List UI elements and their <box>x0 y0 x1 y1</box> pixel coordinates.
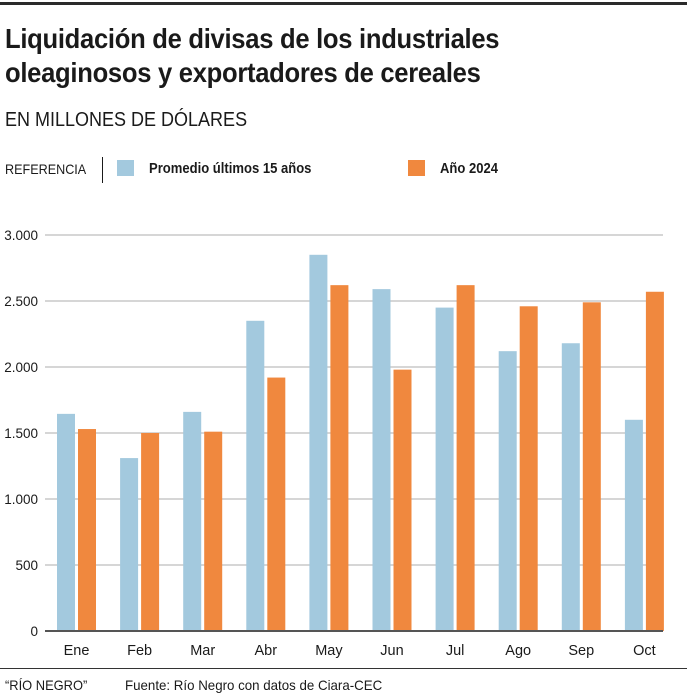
bar-2024-ago <box>519 306 538 631</box>
y-tick-label: 2.500 <box>4 294 38 309</box>
x-axis-tick-labels: Ene Feb Mar Abr May Jun Jul Ago Sep Oct <box>64 643 656 659</box>
legend-swatch-average <box>117 160 134 176</box>
x-tick-label: Mar <box>190 643 215 659</box>
x-tick-label: Jul <box>446 643 465 659</box>
y-tick-label: 3.000 <box>4 228 38 243</box>
x-tick-label: May <box>315 643 343 659</box>
bar-2024-ene <box>78 429 96 631</box>
x-tick-label: Jun <box>380 643 403 659</box>
top-rule <box>0 2 687 5</box>
bar-average-oct <box>624 419 643 631</box>
footer-rule <box>0 668 687 669</box>
bar-average-jun <box>372 289 391 631</box>
y-tick-label: 500 <box>15 558 38 573</box>
bar-chart: 0 500 1.000 1.500 2.000 2.500 3.000 Ene Feb Mar A… <box>4 228 664 659</box>
bar-average-ene <box>57 413 75 631</box>
bar-average-abr <box>246 320 265 631</box>
y-axis-tick-labels: 0 500 1.000 1.500 2.000 2.500 3.000 <box>4 228 38 639</box>
bar-2024-jul <box>456 285 475 631</box>
bar-average-ago <box>498 351 517 631</box>
bar-average-sep <box>561 343 580 631</box>
bar-2024-may <box>330 285 349 631</box>
x-tick-label: Feb <box>127 643 152 659</box>
footer-brand: “RÍO NEGRO” <box>5 677 88 693</box>
footer-source: Fuente: Río Negro con datos de Ciara-CEC <box>125 677 383 693</box>
bar-2024-oct <box>645 291 664 631</box>
title-line-2: oleaginosos y exportadores de cereales <box>5 57 481 88</box>
x-tick-label: Oct <box>633 643 656 659</box>
bar-average-jul <box>435 307 454 631</box>
bar-average-may <box>309 254 328 632</box>
bar-2024-feb <box>141 433 160 631</box>
bars <box>57 254 664 632</box>
bar-2024-mar <box>204 431 223 631</box>
legend-label-average: Promedio últimos 15 años <box>149 161 312 177</box>
legend-reference-label: REFERENCIA <box>5 161 87 177</box>
legend-label-2024: Año 2024 <box>440 161 499 177</box>
bar-2024-jun <box>393 369 412 631</box>
chart-subtitle: EN MILLONES DE DÓLARES <box>5 109 248 131</box>
legend: REFERENCIA Promedio últimos 15 años Año … <box>5 157 685 183</box>
bar-average-mar <box>183 411 202 631</box>
x-tick-label: Ago <box>505 643 531 659</box>
bar-2024-sep <box>582 302 601 631</box>
legend-separator <box>102 157 103 183</box>
x-tick-label: Abr <box>255 643 278 659</box>
legend-swatch-2024 <box>408 160 425 176</box>
title-line-1: Liquidación de divisas de los industrial… <box>5 23 500 54</box>
x-tick-label: Ene <box>64 643 90 659</box>
x-tick-label: Sep <box>568 643 594 659</box>
y-tick-label: 0 <box>30 624 38 639</box>
y-tick-label: 1.000 <box>4 492 38 507</box>
chart-title: Liquidación de divisas de los industrial… <box>5 22 500 90</box>
y-tick-label: 2.000 <box>4 360 38 375</box>
y-tick-label: 1.500 <box>4 426 38 441</box>
bar-average-feb <box>120 458 139 631</box>
bar-2024-abr <box>267 377 286 631</box>
